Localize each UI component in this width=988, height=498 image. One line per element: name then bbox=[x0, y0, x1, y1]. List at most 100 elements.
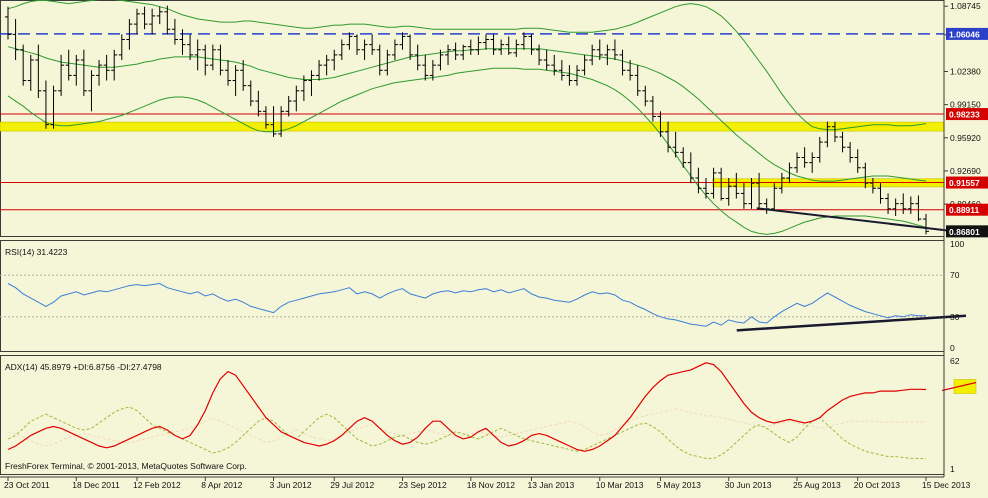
ohlc-bar[interactable] bbox=[634, 65, 641, 96]
ohlc-bar[interactable] bbox=[58, 54, 65, 96]
ohlc-bar[interactable] bbox=[748, 178, 755, 209]
price-label-0.86801[interactable]: 0.86801 bbox=[946, 225, 988, 238]
adx-line[interactable] bbox=[7, 362, 927, 452]
ohlc-bar[interactable] bbox=[255, 90, 262, 117]
ohlc-bar[interactable] bbox=[816, 136, 823, 163]
ohlc-bar[interactable] bbox=[308, 70, 315, 96]
ohlc-bar[interactable] bbox=[505, 36, 512, 55]
ohlc-bar[interactable] bbox=[915, 195, 922, 222]
ohlc-bar[interactable] bbox=[756, 172, 763, 209]
ohlc-bar[interactable] bbox=[346, 32, 353, 50]
ohlc-bar[interactable] bbox=[771, 183, 778, 211]
ohlc-bar[interactable] bbox=[589, 44, 596, 66]
ohlc-bar[interactable] bbox=[118, 34, 125, 61]
ohlc-bar[interactable] bbox=[847, 142, 854, 163]
ohlc-bar[interactable] bbox=[520, 32, 527, 50]
ohlc-bar[interactable] bbox=[247, 80, 254, 107]
ohlc-bar[interactable] bbox=[794, 152, 801, 173]
ohlc-bar[interactable] bbox=[316, 60, 323, 81]
ohlc-bar[interactable] bbox=[300, 75, 307, 102]
rsi-trendline[interactable] bbox=[736, 314, 967, 332]
ohlc-bar[interactable] bbox=[141, 6, 148, 30]
ohlc-bar[interactable] bbox=[414, 44, 421, 71]
ohlc-bar[interactable] bbox=[262, 106, 269, 129]
ohlc-bar[interactable] bbox=[429, 60, 436, 81]
ohlc-bar[interactable] bbox=[718, 167, 725, 201]
ohlc-bar[interactable] bbox=[574, 65, 581, 86]
ohlc-bar[interactable] bbox=[862, 162, 869, 189]
ohlc-bar[interactable] bbox=[687, 152, 694, 184]
ohlc-bar[interactable] bbox=[513, 39, 520, 57]
ohlc-bar[interactable] bbox=[361, 39, 368, 61]
ohlc-bar[interactable] bbox=[240, 60, 247, 91]
adx-panel[interactable] bbox=[0, 355, 977, 475]
ohlc-bar[interactable] bbox=[217, 44, 224, 76]
ohlc-bar[interactable] bbox=[42, 80, 49, 129]
ohlc-bar[interactable] bbox=[665, 121, 672, 153]
ohlc-bar[interactable] bbox=[384, 49, 391, 76]
ohlc-bar[interactable] bbox=[536, 44, 543, 66]
ohlc-bar[interactable] bbox=[839, 131, 846, 153]
price-label-1.06046[interactable]: 1.06046 bbox=[946, 27, 988, 40]
ohlc-bar[interactable] bbox=[5, 6, 11, 40]
price-label-0.98233[interactable]: 0.98233 bbox=[946, 108, 988, 121]
ohlc-bar[interactable] bbox=[482, 34, 489, 50]
ohlc-bar[interactable] bbox=[740, 183, 747, 209]
ohlc-bar[interactable] bbox=[725, 178, 732, 206]
price-label-0.91557[interactable]: 0.91557 bbox=[946, 176, 988, 189]
ohlc-bar[interactable] bbox=[232, 65, 239, 96]
ohlc-bar[interactable] bbox=[171, 18, 178, 45]
ohlc-bar[interactable] bbox=[187, 34, 194, 61]
ohlc-bar[interactable] bbox=[892, 198, 899, 216]
ohlc-bar[interactable] bbox=[528, 34, 535, 55]
ohlc-bar[interactable] bbox=[642, 85, 649, 107]
ohlc-bar[interactable] bbox=[869, 178, 876, 194]
ohlc-bar[interactable] bbox=[498, 39, 505, 55]
ohlc-bar[interactable] bbox=[824, 121, 831, 148]
ohlc-bar[interactable] bbox=[657, 111, 664, 137]
ohlc-bar[interactable] bbox=[596, 39, 603, 61]
ohlc-bar[interactable] bbox=[627, 60, 634, 81]
ohlc-bar[interactable] bbox=[399, 32, 406, 50]
ohlc-bar[interactable] bbox=[111, 49, 118, 81]
ohlc-bar[interactable] bbox=[778, 172, 785, 194]
ohlc-bar[interactable] bbox=[558, 60, 565, 81]
ohlc-bar[interactable] bbox=[270, 106, 277, 137]
ohlc-bar[interactable] bbox=[338, 39, 345, 61]
price-trendline[interactable] bbox=[756, 207, 969, 234]
ohlc-bar[interactable] bbox=[202, 44, 209, 76]
ohlc-bar[interactable] bbox=[604, 44, 611, 66]
ohlc-bar[interactable] bbox=[672, 131, 679, 158]
ohlc-bar[interactable] bbox=[194, 39, 201, 71]
ohlc-bar[interactable] bbox=[710, 167, 717, 199]
ohlc-bar[interactable] bbox=[619, 49, 626, 76]
ohlc-bar[interactable] bbox=[831, 121, 838, 143]
ohlc-bar[interactable] bbox=[801, 147, 808, 168]
ohlc-bar[interactable] bbox=[133, 8, 140, 35]
ohlc-bar[interactable] bbox=[353, 34, 360, 55]
ohlc-bar[interactable] bbox=[225, 60, 232, 86]
ohlc-bar[interactable] bbox=[923, 213, 929, 235]
ohlc-bar[interactable] bbox=[27, 54, 34, 91]
ohlc-bar[interactable] bbox=[490, 34, 497, 55]
ohlc-bar[interactable] bbox=[695, 167, 702, 194]
ohlc-bar[interactable] bbox=[786, 162, 793, 184]
ohlc-bar[interactable] bbox=[35, 44, 42, 98]
ohlc-bar[interactable] bbox=[88, 70, 95, 112]
ohlc-bar[interactable] bbox=[293, 85, 300, 112]
ohlc-bar[interactable] bbox=[103, 54, 110, 81]
ohlc-bar[interactable] bbox=[179, 29, 186, 55]
ohlc-bar[interactable] bbox=[809, 152, 816, 173]
ohlc-bar[interactable] bbox=[278, 106, 285, 137]
ohlc-bar[interactable] bbox=[209, 44, 216, 71]
plus-di-line[interactable] bbox=[7, 406, 927, 460]
ohlc-bar[interactable] bbox=[422, 54, 429, 81]
ohlc-bar[interactable] bbox=[407, 34, 414, 61]
ohlc-bar[interactable] bbox=[611, 39, 618, 61]
ohlc-bar[interactable] bbox=[331, 49, 338, 71]
ohlc-bar[interactable] bbox=[20, 44, 27, 86]
ohlc-bar[interactable] bbox=[369, 34, 376, 55]
rsi-line[interactable] bbox=[7, 282, 926, 327]
ohlc-bar[interactable] bbox=[649, 95, 656, 122]
ohlc-bar[interactable] bbox=[126, 18, 133, 50]
